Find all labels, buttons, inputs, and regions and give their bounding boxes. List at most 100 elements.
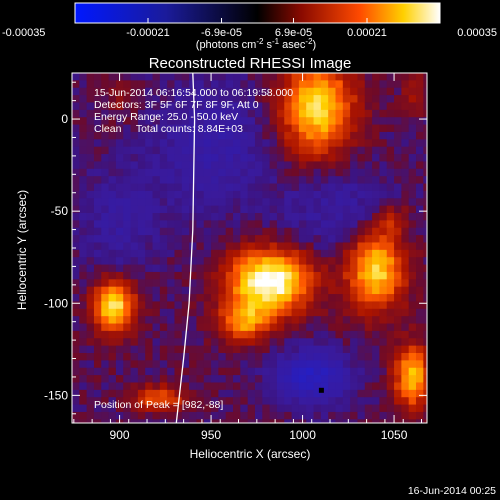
- heatmap-cell: [386, 73, 395, 81]
- heatmap-cell: [364, 286, 373, 295]
- heatmap-cell: [108, 397, 117, 406]
- heatmap-cell: [203, 87, 212, 96]
- heatmap-cell: [101, 80, 110, 89]
- heatmap-cell: [276, 227, 285, 236]
- heatmap-cell: [350, 235, 359, 244]
- heatmap-cell: [262, 242, 271, 251]
- heatmap-cell: [372, 139, 381, 148]
- heatmap-cell: [423, 131, 427, 140]
- heatmap-cell: [350, 360, 359, 369]
- heatmap-cell: [218, 271, 227, 280]
- heatmap-cell: [394, 271, 402, 280]
- heatmap-cell: [364, 168, 373, 177]
- heatmap-cell: [291, 271, 300, 280]
- heatmap-cell: [181, 271, 190, 280]
- heatmap-cell: [174, 338, 183, 347]
- heatmap-cell: [364, 308, 373, 317]
- heatmap-cell: [101, 117, 110, 126]
- heatmap-cell: [269, 146, 278, 155]
- heatmap-cell: [72, 242, 80, 251]
- heatmap-cell: [401, 338, 410, 347]
- heatmap-cell: [269, 411, 278, 420]
- heatmap-cell: [203, 323, 212, 332]
- heatmap-cell: [196, 308, 205, 317]
- heatmap-cell: [159, 353, 168, 361]
- heatmap-cell: [145, 257, 154, 266]
- heatmap-cell: [181, 301, 190, 310]
- heatmap-cell: [225, 308, 234, 317]
- heatmap-cell: [306, 95, 315, 104]
- heatmap-cell: [401, 382, 410, 391]
- heatmap-cell: [181, 168, 190, 177]
- heatmap-cell: [167, 124, 176, 133]
- heatmap-cell: [167, 382, 176, 391]
- heatmap-cell: [335, 411, 344, 420]
- heatmap-cell: [364, 389, 373, 398]
- heatmap-cell: [254, 264, 263, 273]
- heatmap-cell: [386, 205, 395, 214]
- heatmap-cell: [262, 161, 271, 170]
- heatmap-cell: [313, 242, 322, 251]
- heatmap-cell: [284, 308, 293, 317]
- heatmap-cell: [342, 109, 351, 118]
- heatmap-cell: [247, 308, 256, 317]
- heatmap-cell: [167, 73, 176, 81]
- heatmap-cell: [342, 102, 351, 111]
- heatmap-cell: [233, 198, 241, 207]
- heatmap-cell: [145, 382, 154, 391]
- heatmap-cell: [86, 154, 95, 163]
- heatmap-cell: [225, 323, 234, 332]
- heatmap-cell: [203, 109, 212, 118]
- heatmap-cell: [123, 316, 132, 325]
- heatmap-cell: [196, 198, 205, 207]
- heatmap-cell: [108, 190, 117, 199]
- heatmap-cell: [145, 146, 154, 155]
- heatmap-cell: [115, 102, 124, 111]
- heatmap-cell: [233, 102, 241, 111]
- heatmap-cell: [181, 183, 190, 192]
- heatmap-cell: [379, 286, 388, 295]
- heatmap-cell: [79, 323, 88, 332]
- heatmap-cell: [335, 294, 344, 303]
- heatmap-cell: [152, 102, 161, 111]
- heatmap-cell: [211, 176, 219, 185]
- heatmap-cell: [269, 271, 278, 280]
- heatmap-cell: [225, 190, 234, 199]
- heatmap-cell: [240, 316, 249, 325]
- heatmap-cell: [276, 109, 285, 118]
- heatmap-cell: [211, 242, 219, 251]
- heatmap-cell: [101, 264, 110, 273]
- heatmap-cell: [320, 345, 329, 354]
- heatmap-cell: [211, 205, 219, 214]
- heatmap-cell: [350, 375, 359, 384]
- heatmap-cell: [203, 242, 212, 251]
- heatmap-cell: [181, 264, 190, 273]
- heatmap-cell: [350, 338, 359, 347]
- heatmap-cell: [137, 419, 146, 423]
- heatmap-cell: [291, 235, 300, 244]
- heatmap-cell: [262, 404, 271, 413]
- heatmap-cell: [174, 271, 183, 280]
- heatmap-cell: [72, 154, 80, 163]
- heatmap-cell: [152, 316, 161, 325]
- heatmap-cell: [394, 183, 402, 192]
- heatmap-cell: [262, 227, 271, 236]
- heatmap-cell: [408, 87, 417, 96]
- heatmap-cell: [181, 146, 190, 155]
- heatmap-cell: [130, 109, 139, 118]
- heatmap-cell: [423, 168, 427, 177]
- heatmap-cell: [276, 316, 285, 325]
- heatmap-cell: [357, 183, 366, 192]
- heatmap-cell: [203, 73, 212, 81]
- heatmap-cell: [269, 190, 278, 199]
- heatmap-cell: [159, 124, 168, 133]
- heatmap-cell: [130, 131, 139, 140]
- heatmap-cell: [196, 316, 205, 325]
- heatmap-cell: [93, 286, 102, 295]
- heatmap-cell: [328, 235, 337, 244]
- heatmap-cell: [416, 367, 424, 376]
- heatmap-cell: [218, 124, 227, 133]
- heatmap-cell: [291, 367, 300, 376]
- heatmap-cell: [364, 102, 373, 111]
